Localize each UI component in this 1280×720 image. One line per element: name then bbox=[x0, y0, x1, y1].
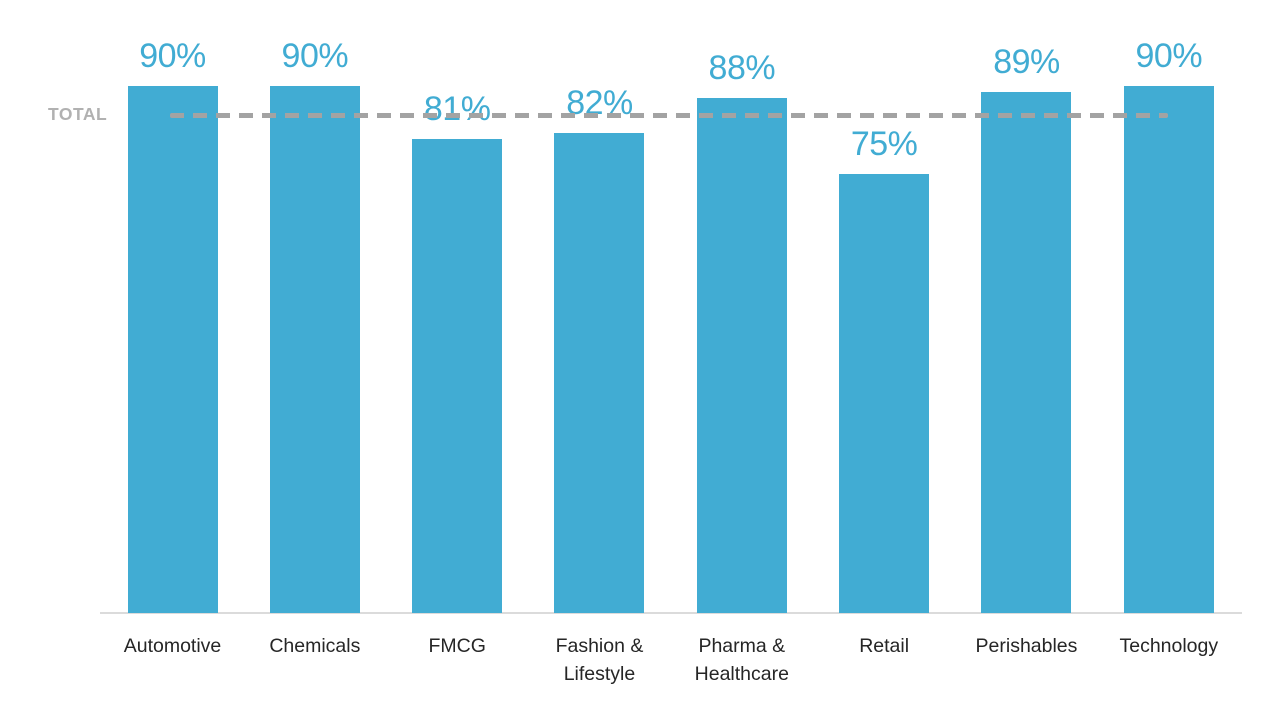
value-label-chemicals: 90% bbox=[281, 37, 349, 75]
value-label-automotive: 90% bbox=[139, 37, 206, 75]
x-axis-line bbox=[100, 612, 1242, 614]
bar-automotive bbox=[127, 86, 218, 613]
bar-technology bbox=[1123, 86, 1214, 613]
total-reference-label: TOTAL bbox=[48, 104, 108, 124]
category-label-chemicals: Chemicals bbox=[269, 635, 361, 657]
category-label-pharma-healthcare: Pharma & Healthcare bbox=[694, 635, 789, 685]
bar-chemicals bbox=[269, 86, 360, 613]
bar-pharma-healthcare bbox=[696, 97, 787, 613]
category-label-retail: Retail bbox=[859, 635, 910, 657]
category-label-fmcg: FMCG bbox=[428, 635, 486, 657]
value-label-fmcg: 81% bbox=[423, 89, 491, 128]
value-label-perishables: 89% bbox=[993, 42, 1060, 81]
value-label-technology: 90% bbox=[1135, 37, 1203, 75]
bar-perishables bbox=[981, 91, 1072, 613]
category-label-fashion-lifestyle: Fashion & Lifestyle bbox=[555, 635, 644, 685]
category-label-automotive: Automotive bbox=[123, 635, 222, 657]
category-label-technology: Technology bbox=[1119, 635, 1219, 657]
value-label-pharma-healthcare: 88% bbox=[708, 48, 776, 87]
value-label-retail: 75% bbox=[850, 124, 918, 163]
total-reference-line-dashed bbox=[170, 113, 1168, 118]
category-label-perishables: Perishables bbox=[975, 635, 1078, 657]
bar-fmcg bbox=[412, 138, 503, 613]
bar-retail bbox=[839, 173, 930, 613]
bar-fashion-lifestyle bbox=[554, 132, 645, 613]
